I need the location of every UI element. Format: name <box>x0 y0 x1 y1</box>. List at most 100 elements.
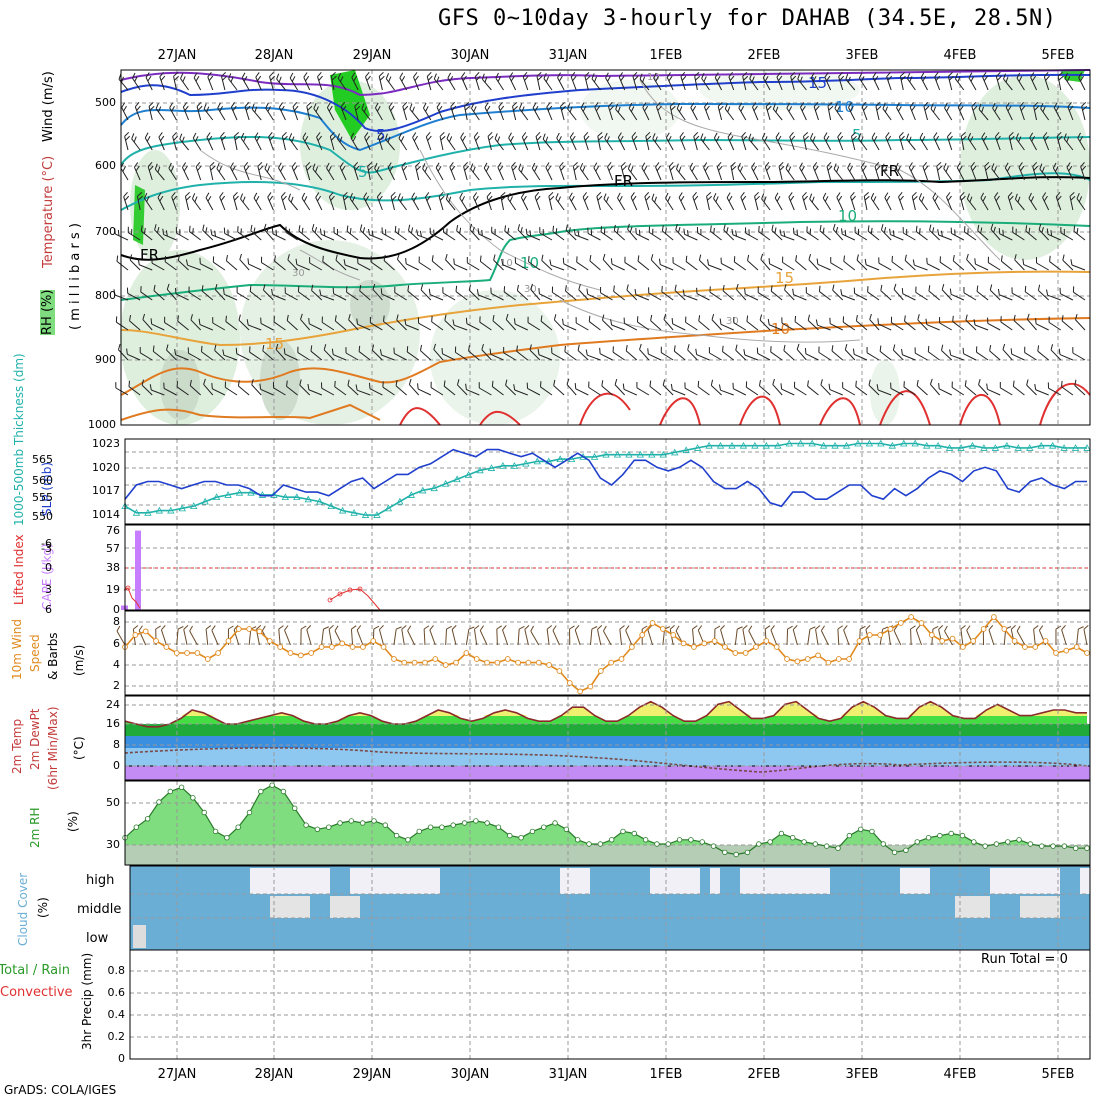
rh-point-84 <box>1072 845 1079 851</box>
wind-barb-flag <box>357 257 359 264</box>
wind-barb-staff <box>982 76 989 91</box>
wind-barb-staff <box>978 108 989 121</box>
wind-barb <box>871 132 880 151</box>
profile-contour-5 <box>120 220 1091 301</box>
cloud-level-label-1: middle <box>77 902 122 917</box>
wind-barb-staff <box>479 387 492 396</box>
wind-barb-flag2 <box>940 230 943 237</box>
wind-barb <box>770 285 783 301</box>
wind-barb <box>527 316 541 331</box>
wind-barb-flag <box>461 72 466 78</box>
wind-barb <box>501 258 516 271</box>
wind-barb-flag <box>190 314 193 321</box>
wind-barb <box>612 346 625 361</box>
wind-barb-staff <box>1047 294 1061 301</box>
wind10-barb-staff <box>356 629 364 646</box>
wind-barb-staff <box>216 168 226 181</box>
wind-barb-flag2 <box>171 105 175 112</box>
wind-barb-flag2 <box>385 229 387 236</box>
wind-barb-flag <box>249 285 252 292</box>
wind-barb-staff <box>577 350 589 361</box>
thickness-point-14 <box>281 493 290 501</box>
wind-barb <box>214 284 226 301</box>
wind-barb-staff <box>121 107 129 121</box>
wind-barb-flag <box>799 162 803 169</box>
wind-barb-flag <box>124 131 130 137</box>
wind-barb-flag <box>267 192 272 198</box>
wind-barb <box>870 192 880 211</box>
wind10-barb-staff <box>530 630 540 646</box>
wind-barb-flag <box>336 133 340 140</box>
wind10-point-74 <box>887 626 894 632</box>
wind-barb-flag <box>516 345 518 352</box>
wind10-barb-staff <box>887 629 891 646</box>
wind10-point-41 <box>546 662 552 668</box>
wind-barb-staff <box>1064 78 1074 91</box>
wind-barb-flag <box>557 72 561 78</box>
wind-barb-flag <box>154 224 157 231</box>
wind-barb-flag <box>255 72 260 78</box>
top-date-label-3: 30JAN <box>450 48 490 63</box>
wind-barb-staff <box>738 107 747 121</box>
wind-barb <box>474 71 481 91</box>
wind-barb <box>843 255 856 271</box>
wind-barb-flag2 <box>983 135 988 142</box>
wind-barb-staff <box>311 290 323 301</box>
thickness-point-9 <box>224 491 232 498</box>
wind-barb-flag2 <box>922 75 927 82</box>
wind-barb <box>173 71 179 91</box>
wind-barb <box>570 72 577 91</box>
wind-barb-staff <box>203 108 214 121</box>
cloud-low-clear <box>133 925 146 948</box>
wind-barb-staff <box>783 350 795 361</box>
wind10-barb <box>502 625 509 646</box>
wind-barb <box>180 73 189 91</box>
wind-barb <box>588 381 601 396</box>
wind-barb-flag <box>706 191 712 197</box>
rh-point-74 <box>959 832 966 839</box>
wind-barb-staff <box>164 322 177 331</box>
wind-barb-flag2 <box>268 195 274 202</box>
wind-barb-flag2 <box>655 76 659 82</box>
wind-barb-flag <box>604 132 608 139</box>
wind-barb-staff <box>838 76 844 91</box>
wind-barb <box>176 381 189 396</box>
thickness-point-32 <box>487 464 496 471</box>
wind-barb-flag <box>1046 228 1049 235</box>
wind-barb-staff <box>127 353 141 361</box>
wind-barb-flag <box>880 224 884 231</box>
wind-barb-staff <box>697 386 710 396</box>
wind-barb-flag <box>466 256 468 263</box>
wind-barb-flag2 <box>774 227 777 234</box>
thickness-point-30 <box>464 470 473 478</box>
wind-barb <box>909 102 916 121</box>
wind-barb-flag <box>171 192 176 198</box>
rh-point-72 <box>937 832 943 839</box>
wind-barb-staff <box>720 323 734 331</box>
thickness-point-57 <box>774 441 782 449</box>
cape-tick-0: 76 <box>106 524 120 537</box>
wind10-point-87 <box>1022 644 1028 650</box>
wind-barb-flag2 <box>136 105 141 111</box>
wind-barb-flag <box>530 283 533 290</box>
profile-ylabel-wind: Wind (m/s) <box>41 71 56 142</box>
wind-barb <box>439 131 446 151</box>
wind-barb-flag2 <box>339 136 343 143</box>
wind-barb <box>552 225 565 241</box>
wind10-point-59 <box>732 650 739 656</box>
bottom-date-label-5: 1FEB <box>649 1067 683 1082</box>
wind-barb-staff <box>662 384 674 396</box>
wind-barb <box>976 285 989 301</box>
wind-barb-flag <box>470 163 474 170</box>
wind-barb-flag2 <box>584 135 590 141</box>
wind-barb <box>946 192 953 211</box>
wind-barb-staff <box>224 293 238 301</box>
wind-barb <box>708 347 722 361</box>
wind-barb-staff <box>233 136 238 151</box>
wind-barb <box>169 102 177 121</box>
wind-barb-staff <box>272 294 286 301</box>
wind-barb-staff <box>812 166 819 181</box>
profile-contour-10 <box>120 270 1091 347</box>
wind-barb-staff <box>490 292 504 301</box>
wind-barb <box>939 317 952 331</box>
